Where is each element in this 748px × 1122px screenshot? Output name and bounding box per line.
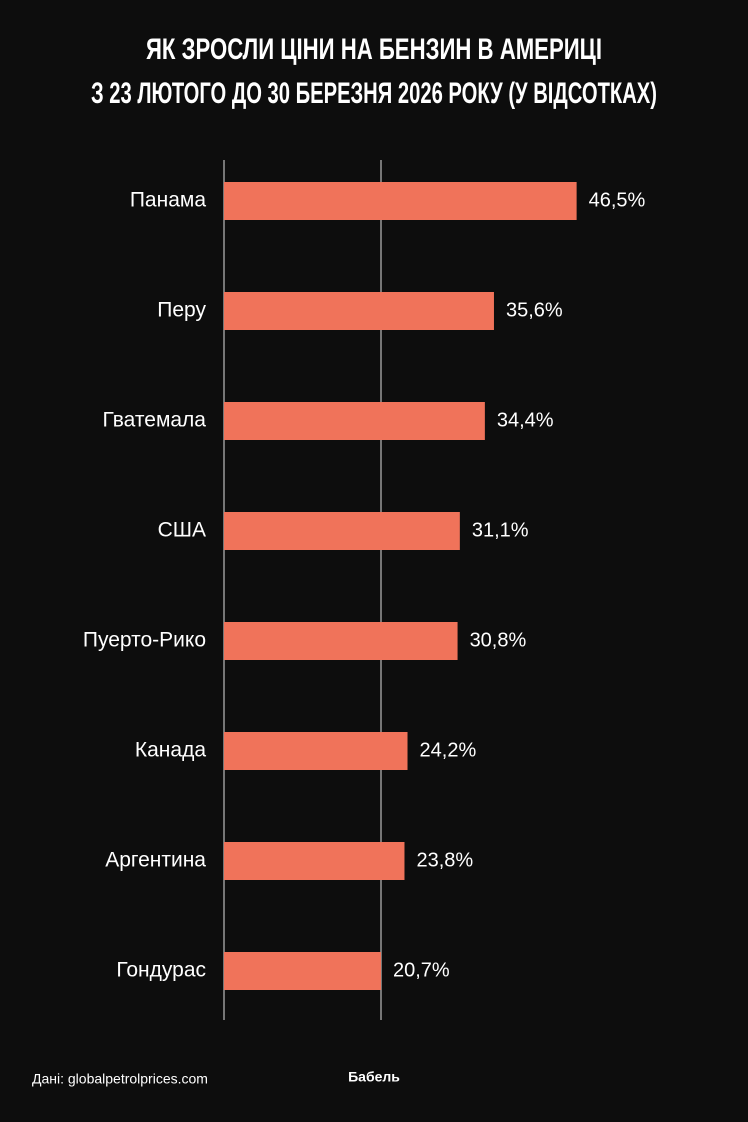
- category-label: Гватемала: [103, 409, 207, 432]
- category-label: Канада: [135, 739, 206, 762]
- bar: [224, 512, 460, 550]
- value-label: 30,8%: [470, 629, 527, 651]
- value-label: 31,1%: [472, 519, 529, 541]
- bar: [224, 402, 485, 440]
- value-label: 35,6%: [506, 299, 563, 321]
- chart-subtitle: З 23 ЛЮТОГО ДО 30 БЕРЕЗНЯ 2026 РОКУ (У В…: [91, 77, 657, 110]
- value-label: 34,4%: [497, 409, 554, 431]
- chart-title: ЯК ЗРОСЛИ ЦІНИ НА БЕНЗИН В АМЕРИЦІ: [146, 33, 602, 66]
- bar: [224, 732, 408, 770]
- bar: [224, 292, 494, 330]
- bar: [224, 182, 577, 220]
- category-label: Перу: [157, 299, 206, 322]
- value-label: 20,7%: [393, 959, 450, 981]
- category-label: Аргентина: [105, 849, 206, 872]
- brand: Бабель: [348, 1069, 400, 1085]
- bar: [224, 622, 458, 660]
- category-label: Пуерто-Рико: [83, 629, 206, 652]
- value-label: 23,8%: [416, 849, 473, 871]
- category-label: Панама: [130, 189, 206, 212]
- category-label: США: [158, 519, 206, 542]
- source: Дані: globalpetrolprices.com: [32, 1071, 208, 1087]
- category-label: Гондурас: [116, 959, 206, 982]
- value-label: 24,2%: [420, 739, 477, 761]
- value-label: 46,5%: [589, 189, 646, 211]
- bar: [224, 842, 405, 880]
- bar: [224, 952, 381, 990]
